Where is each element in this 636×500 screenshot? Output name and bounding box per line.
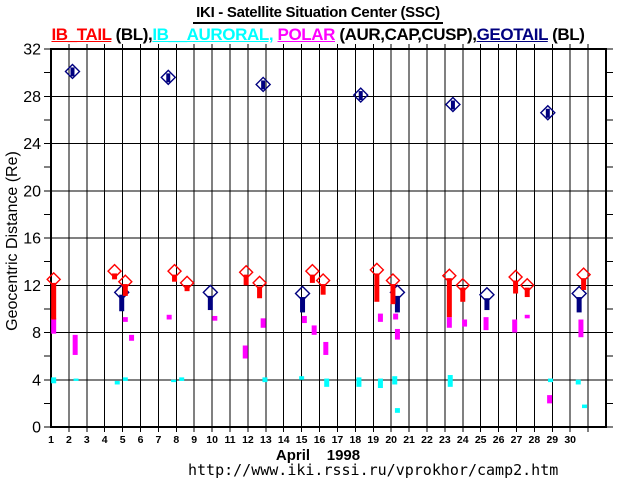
chart-legend: IB_TAIL (BL),IB__AURORAL, POLAR (AUR,CAP…	[0, 25, 636, 45]
legend-item: IB_TAIL	[51, 25, 112, 44]
series-IB_TAIL-diamond	[369, 262, 385, 278]
y-tick-label: 32	[23, 42, 41, 59]
series-GEOTAIL-perigee-diamond	[202, 284, 219, 301]
series-GEOTAIL-apogee-dot	[358, 91, 363, 101]
series-IB_TAIL-diamond	[252, 275, 268, 291]
legend-item: IB__AURORAL,	[152, 25, 274, 44]
series-IB_TAIL-diamond	[304, 263, 320, 279]
series-IB_TAIL-diamond	[441, 268, 457, 284]
x-axis-month-label: April 1998	[275, 447, 361, 464]
x-tick-label: 29	[546, 434, 558, 446]
x-tick-label: 7	[155, 434, 161, 446]
y-tick-label: 12	[23, 278, 41, 295]
series-GEOTAIL-apogee-diamond	[160, 69, 177, 86]
x-tick-label: 15	[296, 434, 308, 446]
x-tick-label: 25	[475, 434, 487, 446]
x-tick-label: 19	[367, 434, 379, 446]
series-GEOTAIL-perigee-diamond	[478, 286, 495, 303]
x-tick-label: 9	[191, 434, 197, 446]
x-tick-label: 4	[102, 434, 108, 446]
x-tick-label: 14	[278, 434, 290, 446]
x-tick-label: 22	[421, 434, 433, 446]
series-IB_TAIL-diamond	[167, 263, 183, 279]
series-IB_TAIL-diamond	[179, 275, 195, 291]
page-title-text: IKI - Satellite Situation Center (SSC)	[193, 4, 443, 24]
series-GEOTAIL-apogee-diamond	[444, 96, 461, 113]
legend-item: (AUR,CAP,CUSP),	[335, 25, 477, 44]
y-tick-label: 8	[32, 325, 41, 342]
x-tick-label: 21	[403, 434, 415, 446]
y-tick-label: 0	[32, 420, 41, 437]
series-IB_TAIL-diamond	[117, 274, 133, 290]
series-GEOTAIL-apogee-dot	[166, 73, 171, 83]
series-GEOTAIL-apogee-dot	[261, 80, 266, 90]
legend-item: POLAR	[277, 25, 336, 44]
x-tick-label: 8	[173, 434, 179, 446]
x-tick-label: 12	[242, 434, 254, 446]
series-IB_TAIL-diamond	[385, 273, 401, 289]
x-tick-label: 26	[493, 434, 505, 446]
plot-frame	[50, 48, 607, 428]
legend-item: (BL)	[547, 25, 585, 44]
series-GEOTAIL-apogee-dot	[450, 100, 455, 110]
x-tick-label: 27	[511, 434, 523, 446]
series-IB_TAIL-diamond	[107, 263, 123, 279]
x-tick-label: 2	[66, 434, 72, 446]
y-tick-label: 4	[32, 372, 41, 389]
x-tick-label: 13	[260, 434, 272, 446]
x-tick-label: 1	[48, 434, 54, 446]
x-tick-label: 18	[350, 434, 362, 446]
y-tick-label: 28	[23, 89, 41, 106]
series-GEOTAIL-perigee-diamond	[294, 285, 311, 302]
y-axis-title: Geocentric Distance (Re)	[4, 151, 21, 331]
x-tick-label: 20	[385, 434, 397, 446]
series-IB_TAIL-diamond	[508, 269, 524, 285]
y-tick-label: 16	[23, 231, 41, 248]
series-IB_TAIL-diamond	[238, 264, 254, 280]
x-tick-label: 11	[224, 434, 235, 446]
x-tick-label: 3	[84, 434, 90, 446]
series-GEOTAIL-apogee-dot	[545, 108, 550, 118]
series-IB_TAIL-diamond	[46, 271, 62, 287]
series-GEOTAIL-apogee-diamond	[539, 104, 556, 121]
series-GEOTAIL-apogee-diamond	[352, 87, 369, 104]
page-title: IKI - Satellite Situation Center (SSC)	[0, 4, 636, 24]
legend-item: (BL),	[111, 25, 153, 44]
series-IB_TAIL-diamond	[576, 267, 592, 283]
series-GEOTAIL-apogee-dot	[70, 67, 75, 77]
x-tick-label: 23	[439, 434, 451, 446]
series-IB_TAIL-diamond	[455, 277, 471, 293]
x-tick-label: 24	[457, 434, 469, 446]
series-GEOTAIL-perigee-diamond	[571, 285, 588, 302]
series-IB_TAIL-diamond	[315, 273, 331, 289]
series-GEOTAIL-apogee-diamond	[255, 76, 272, 93]
y-tick-label: 20	[23, 183, 41, 200]
y-tick-label: 24	[23, 136, 41, 153]
x-tick-label: 17	[332, 434, 344, 446]
source-url: http://www.iki.rssi.ru/vprokhor/camp2.ht…	[188, 461, 559, 479]
x-tick-label: 30	[564, 434, 576, 446]
x-tick-label: 10	[206, 434, 218, 446]
series-IB_TAIL-diamond	[519, 277, 535, 293]
legend-item: GEOTAIL	[476, 25, 549, 44]
x-tick-label: 28	[529, 434, 541, 446]
x-tick-label: 5	[120, 434, 126, 446]
series-GEOTAIL-apogee-diamond	[64, 63, 81, 80]
x-tick-label: 6	[138, 434, 144, 446]
x-tick-label: 16	[314, 434, 326, 446]
